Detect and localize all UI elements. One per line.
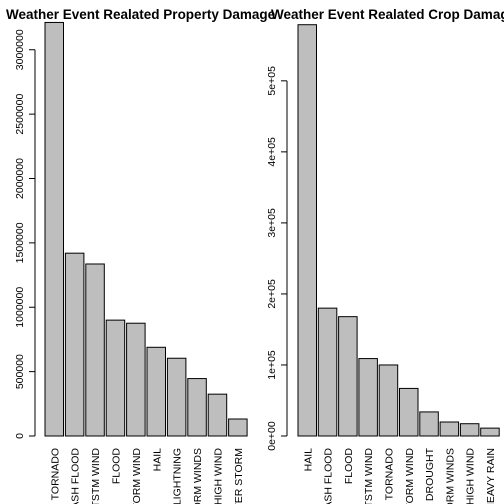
chart2-y-tick-label: 2e+05	[266, 279, 278, 309]
chart2-bar	[358, 358, 378, 437]
chart2-category-label: TSTM WIND	[363, 448, 375, 504]
chart1-bar	[166, 357, 187, 437]
chart1-bar	[64, 252, 85, 437]
chart2-category-label: TORNADO	[383, 448, 395, 500]
chart1-bar	[207, 393, 228, 437]
chart2-category-label: HIGH WIND	[465, 448, 477, 504]
chart2-category-label: FLASH FLOOD	[323, 448, 335, 504]
chart2-category-label: HAIL	[302, 448, 314, 472]
chart1-bar	[187, 378, 207, 437]
chart2-bar	[459, 423, 480, 437]
chart1-bar	[146, 346, 166, 437]
chart2-y-tick-label: 3e+05	[266, 208, 278, 238]
chart1-category-label: FLASH FLOOD	[70, 448, 82, 504]
chart2-bar	[317, 307, 338, 437]
chart1-category-label: LIGHTNING	[172, 448, 184, 504]
chart2-bar	[439, 421, 460, 437]
chart2-bar	[378, 364, 399, 437]
chart1-category-label: HIGH WIND	[212, 448, 224, 504]
chart2-y-tick-label: 5e+05	[266, 66, 278, 96]
chart2-category-label: THUNDERSTORM WINDS	[444, 448, 456, 504]
chart1-category-label: THUNDERSTORM WIND	[131, 448, 143, 504]
chart1-y-tick-label: 2500000	[14, 94, 26, 135]
chart1-bar	[228, 418, 248, 437]
chart2-bar	[297, 24, 317, 437]
chart1-bar	[85, 263, 105, 437]
chart1-title: Weather Event Realated Property Damage	[6, 7, 276, 22]
chart1-category-label: WINTER STORM	[233, 448, 245, 504]
chart1-y-tick-label: 2000000	[14, 158, 26, 199]
chart2-y-tick-label: 1e+05	[266, 350, 278, 380]
chart2-category-label: THUNDERSTORM WIND	[404, 448, 416, 504]
chart2-bar	[419, 411, 439, 437]
chart1-bar	[44, 21, 64, 437]
chart2-title: Weather Event Realated Crop Damage	[271, 7, 504, 22]
chart2-category-label: DROUGHT	[424, 447, 436, 501]
chart2-y-tick-label: 0e+00	[266, 421, 278, 451]
chart1-category-label: THUNDERSTORM WINDS	[192, 448, 204, 504]
chart1-bar	[105, 319, 126, 437]
chart2-y-tick-label: 4e+05	[266, 137, 278, 167]
chart2-bar	[399, 387, 419, 437]
chart1-y-tick-label: 1500000	[14, 222, 26, 263]
chart2-bar	[338, 316, 358, 437]
chart2-bar	[480, 427, 500, 437]
chart1-category-label: TSTM WIND	[90, 448, 102, 504]
chart1-category-label: TORNADO	[49, 448, 61, 500]
chart1-category-label: FLOOD	[110, 448, 122, 485]
chart1-bar	[126, 322, 146, 437]
chart1-y-tick-label: 1000000	[14, 287, 26, 328]
chart1-y-tick-label: 3000000	[14, 29, 26, 70]
chart2-category-label: HEAVY RAIN	[485, 448, 497, 504]
chart2-category-label: FLOOD	[343, 448, 355, 485]
chart1-category-label: HAIL	[151, 448, 163, 472]
chart1-y-tick-label: 0	[14, 433, 26, 439]
chart1-y-tick-label: 500000	[14, 354, 26, 389]
